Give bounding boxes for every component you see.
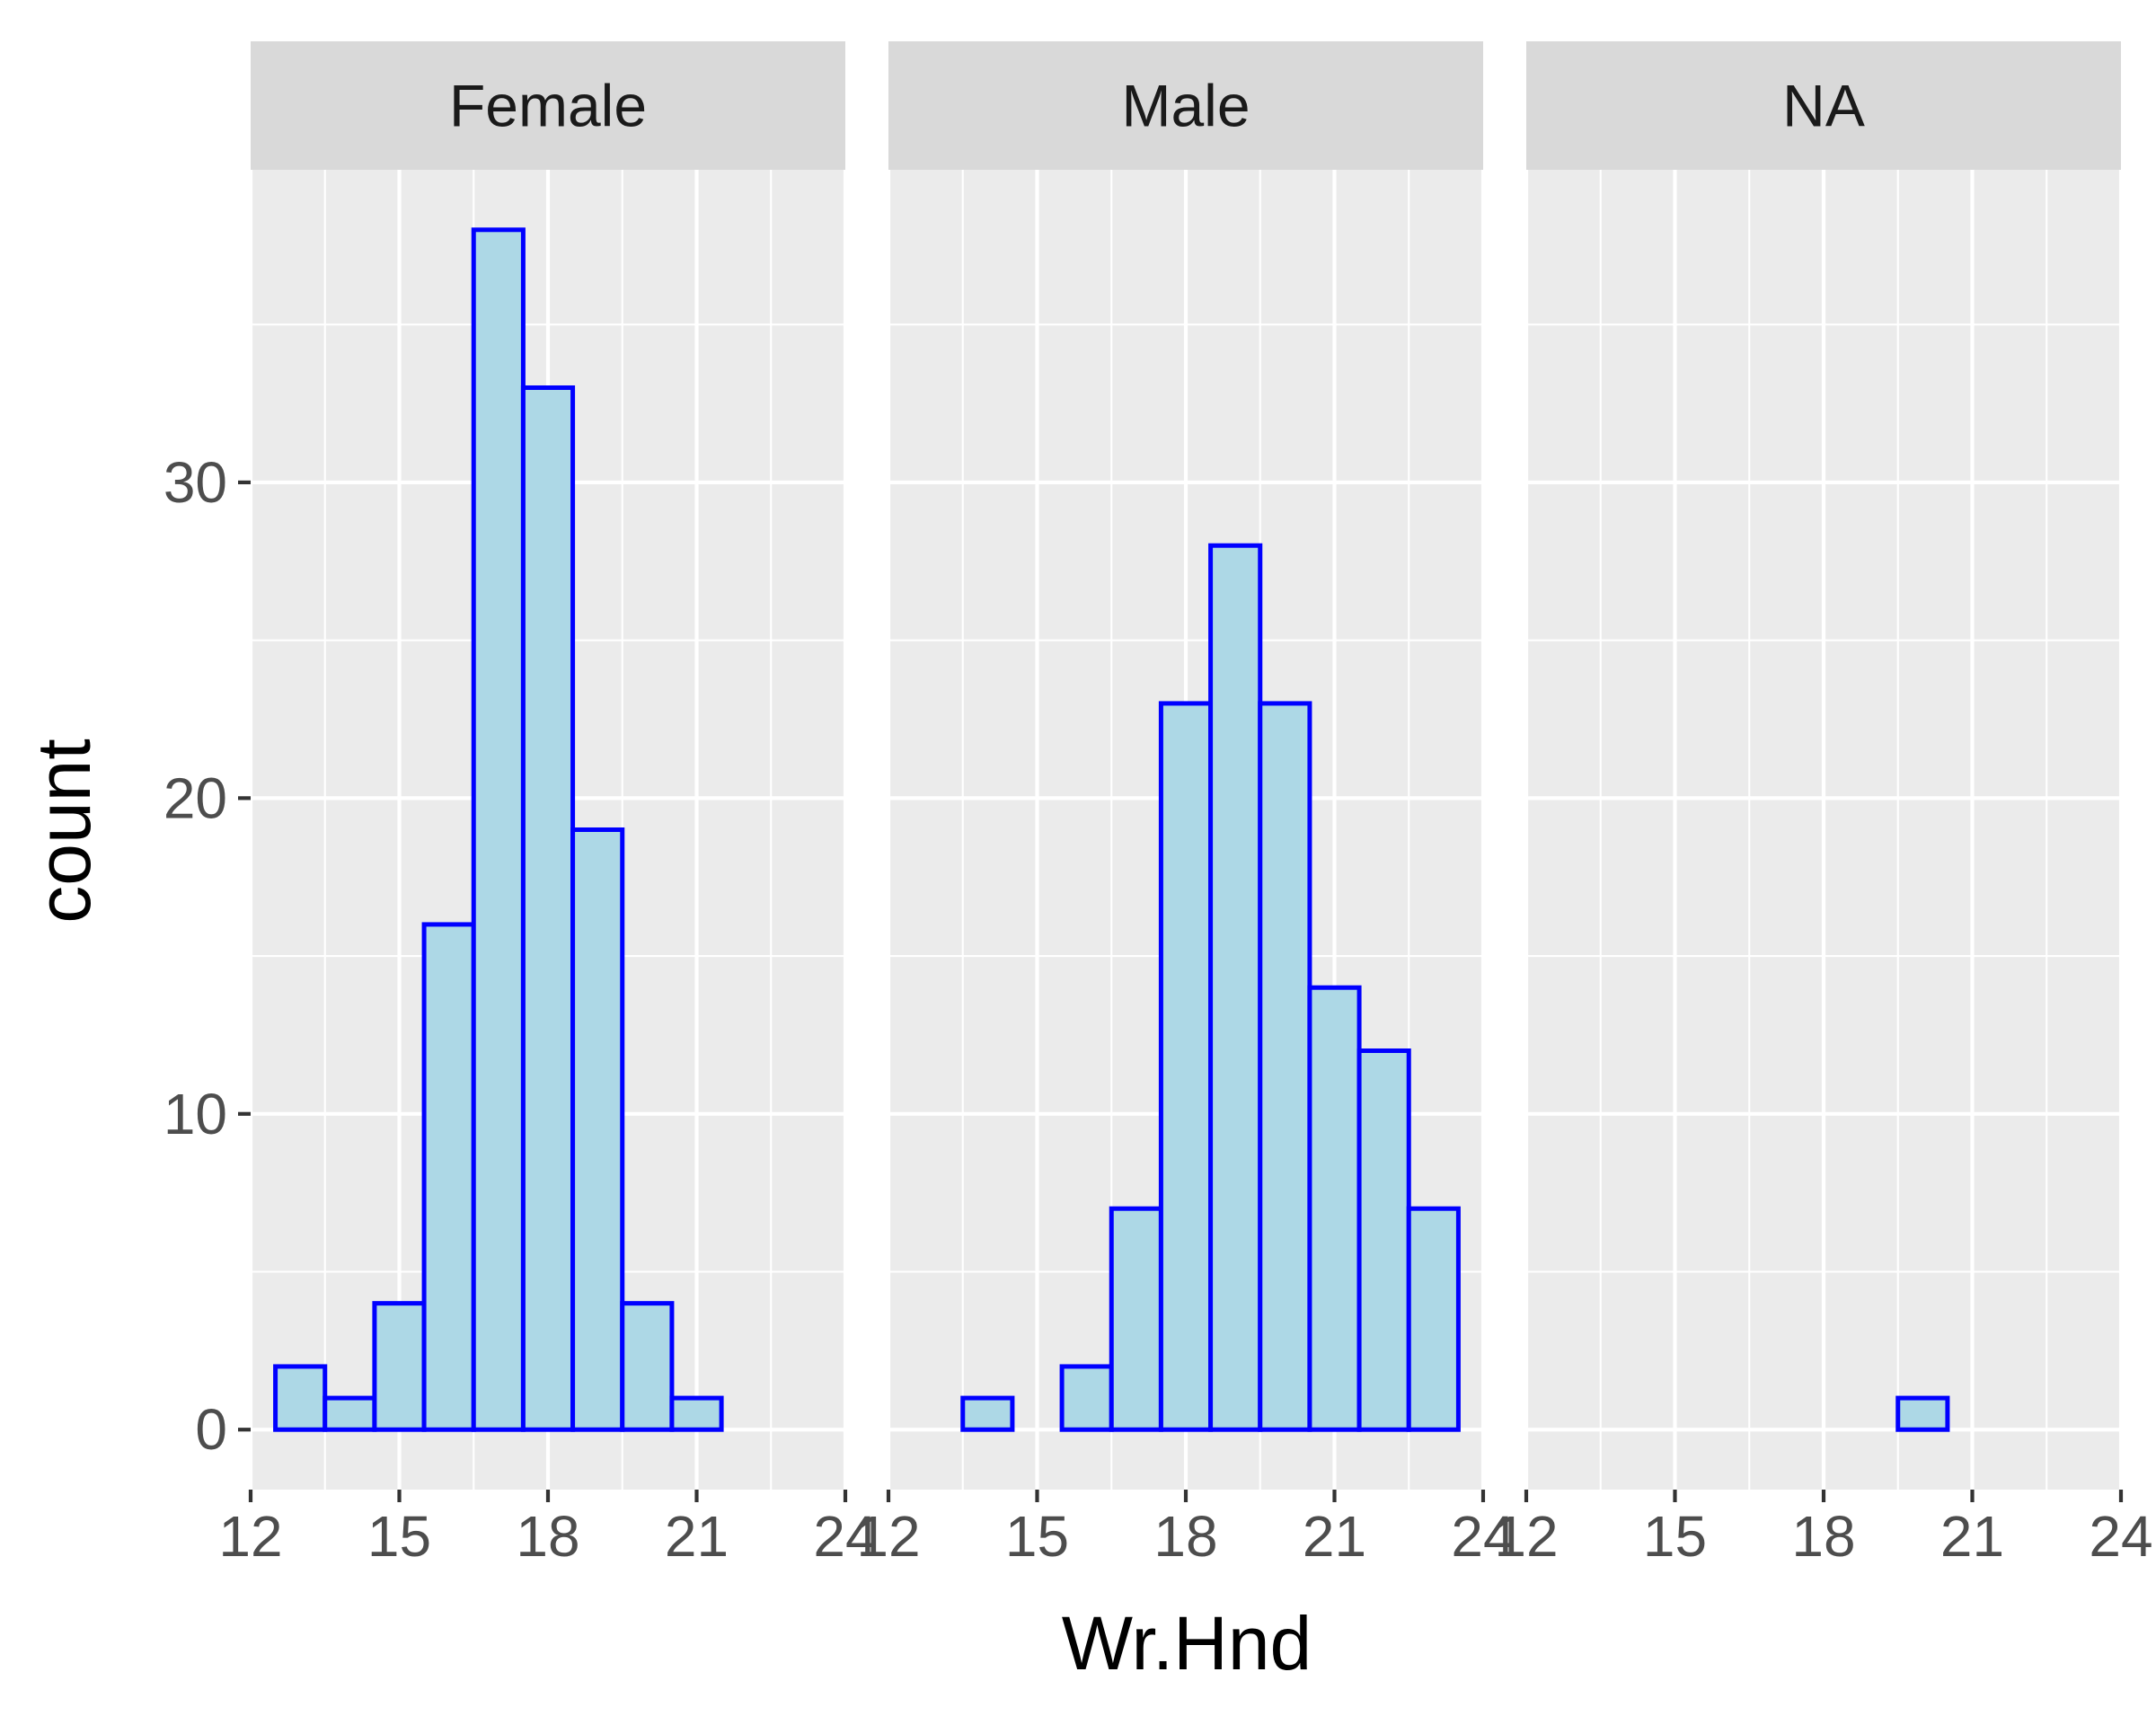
x-tick-label: 12 xyxy=(856,1504,920,1569)
x-tick-label: 21 xyxy=(1940,1504,2004,1569)
y-tick-label: 20 xyxy=(163,765,227,830)
histogram-bar xyxy=(323,1395,377,1432)
y-tick-label: 0 xyxy=(195,1397,227,1462)
histogram-bar xyxy=(1158,701,1214,1432)
x-axis-title: Wr.Hnd xyxy=(1062,1601,1312,1685)
x-tick-label: 21 xyxy=(665,1504,729,1569)
histogram-bar xyxy=(1307,985,1362,1432)
y-axis-title: count xyxy=(22,739,106,924)
x-tick-label: 18 xyxy=(1153,1504,1217,1569)
facet-panels: Female 12 15 18 21 24 Male 12 15 18 21 24 NA 12 15 18 21… xyxy=(218,41,2153,1569)
histogram-bar xyxy=(1258,701,1312,1432)
facet-strip-label: NA xyxy=(1782,73,1865,139)
facet-panel-female: Female 12 15 18 21 24 xyxy=(218,41,878,1569)
x-tick-label: 15 xyxy=(1643,1504,1707,1569)
histogram-bar xyxy=(273,1364,328,1432)
x-tick-label: 24 xyxy=(2089,1504,2152,1569)
histogram-bar xyxy=(471,227,526,1432)
x-tick-label: 12 xyxy=(218,1504,282,1569)
x-tick-label: 18 xyxy=(1791,1504,1855,1569)
histogram-bar xyxy=(1208,543,1263,1432)
histogram-bar xyxy=(1059,1364,1114,1432)
histogram-bar xyxy=(669,1395,724,1432)
x-tick-label: 15 xyxy=(1005,1504,1069,1569)
histogram-bar xyxy=(1895,1395,1950,1432)
histogram-bar xyxy=(960,1395,1015,1432)
histogram-bar xyxy=(520,385,576,1432)
histogram-bar xyxy=(620,1301,675,1432)
histogram-bar xyxy=(1109,1206,1163,1432)
histogram-bar xyxy=(1406,1206,1461,1432)
facet-strip-label: Male xyxy=(1121,73,1250,139)
facet-panel-male: Male 12 15 18 21 24 xyxy=(856,41,1515,1569)
x-tick-label: 15 xyxy=(367,1504,431,1569)
y-tick-label: 30 xyxy=(163,450,227,515)
x-tick-label: 24 xyxy=(1451,1504,1515,1569)
y-axis: 0 10 20 30 xyxy=(163,450,251,1462)
facet-strip xyxy=(1526,41,2121,170)
histogram-bar xyxy=(421,922,476,1432)
facet-strip xyxy=(888,41,1483,170)
x-tick-label: 21 xyxy=(1303,1504,1366,1569)
facet-panel-na: NA 12 15 18 21 24 xyxy=(1494,41,2153,1569)
x-tick-label: 18 xyxy=(516,1504,579,1569)
facet-strip-label: Female xyxy=(449,73,647,139)
histogram-bar xyxy=(372,1301,427,1432)
y-tick-label: 10 xyxy=(163,1082,227,1146)
x-tick-label: 12 xyxy=(1494,1504,1558,1569)
x-tick-label: 24 xyxy=(813,1504,877,1569)
histogram-bar xyxy=(570,827,625,1432)
facet-strip xyxy=(251,41,845,170)
histogram-bar xyxy=(1356,1048,1411,1432)
